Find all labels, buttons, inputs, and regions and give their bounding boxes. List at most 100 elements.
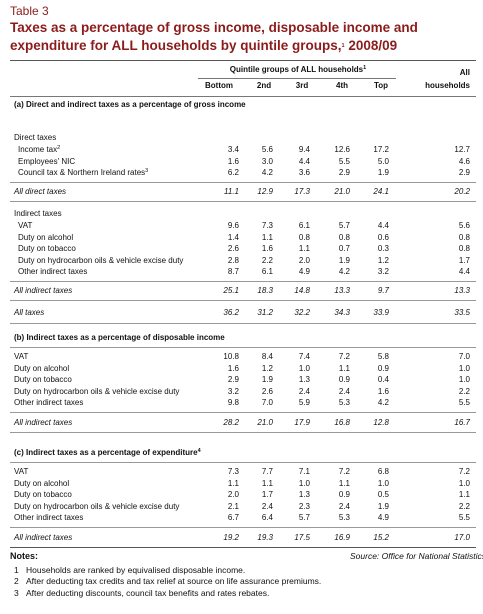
cell-text: 1.0 [458,363,470,373]
cell: 17.5 [190,532,310,544]
cell: 1.0 [350,478,470,490]
cell: 1.6 [269,386,389,398]
note-number-text: 1 [14,564,19,575]
cell: 5.9 [190,397,310,409]
cell-text: 21.0 [334,187,350,196]
column-header-text: Top [373,81,389,90]
cell-text: 9.4 [298,145,310,154]
cell: 5.7 [230,220,350,232]
cell: 1.1 [190,243,310,255]
table-title: expenditure for ALL households by quinti… [10,37,397,55]
cell: 5.5 [350,512,470,524]
row-label: Employees' NIC [18,156,75,168]
cell-text: 5.7 [298,513,310,522]
cell-text: 3.2 [227,386,239,396]
cell: 8.7 [119,266,239,278]
cell-text: 17.9 [294,417,310,427]
group-label-text: Direct taxes [14,133,57,142]
cell-text: 18.3 [257,286,273,295]
cell-text: 1.0 [377,478,389,488]
cell-text: 5.6 [261,145,273,154]
total-label: All taxes [14,307,44,319]
cell: 34.3 [230,307,350,319]
cell-text: 3.2 [377,267,389,276]
section-heading-text: (b) Indirect taxes as a percentage of di… [14,333,225,342]
cell: 19.2 [119,532,239,544]
cell: 10.8 [119,351,239,363]
cell: 7.3 [153,220,273,232]
cell: 2.6 [119,243,239,255]
cell-text: 2.9 [338,168,350,177]
cell: 7.0 [153,397,273,409]
cell: 3.4 [119,144,239,156]
table-title-text: expenditure for ALL households by quinti… [10,38,342,54]
note-number: 3 [14,587,19,600]
cell: 0.8 [190,232,310,244]
cell: 6.1 [190,220,310,232]
cell-text: 0.8 [458,232,470,242]
cell: 5.3 [230,397,350,409]
group-label: Indirect taxes [14,208,62,220]
cell-text: 2.0 [227,490,239,499]
cell: 0.6 [269,232,389,244]
cell-text: 33.5 [454,308,470,317]
cell: 0.4 [269,374,389,386]
row-label-text: Income tax [18,145,58,154]
total-label-text: All indirect taxes [14,286,73,295]
cell-text: 20.2 [454,187,470,196]
column-header-text: 3rd [295,81,309,90]
note-number-text: 3 [14,587,19,598]
cell: 0.8 [350,232,470,244]
source-text: Source: Office for National Statistics [350,550,483,561]
cell: 2.9 [119,374,239,386]
section-heading: (b) Indirect taxes as a percentage of di… [14,332,225,344]
cell-text: 19.2 [223,532,239,542]
cell-text: 5.9 [298,398,310,407]
cell-text: 7.0 [261,398,273,407]
cell-text: 5.5 [338,156,350,166]
row-label: Duty on tobacco [18,243,76,255]
cell-text: 12.8 [373,417,389,427]
cell-text: 4.2 [261,168,273,177]
cell-text: 1.0 [458,375,470,384]
table-title: Taxes as a percentage of gross income, d… [10,19,418,37]
cell: 36.2 [119,307,239,319]
cell-text: 16.7 [454,417,470,427]
cell: 1.6 [119,156,239,168]
cell: 4.9 [190,266,310,278]
cell-text: 1.0 [298,478,310,488]
cell-text: 1.1 [298,244,310,253]
note-number-text: 2 [14,576,19,587]
cell: 1.4 [119,232,239,244]
cell: 1.9 [153,374,273,386]
cell-text: 14.8 [294,286,310,295]
row-label: Council tax & Northern Ireland rates3 [18,167,148,179]
cell: 0.8 [350,243,470,255]
cell-text: 1.6 [227,363,239,373]
cell-text: 1.4 [227,232,239,242]
note-text-text: After deducting discounts, council tax b… [26,587,270,598]
total-label-text: All taxes [14,308,45,317]
footnote-mark: 1 [341,43,345,50]
section-heading: (c) Indirect taxes as a percentage of ex… [14,447,201,459]
title-year: 2008/09 [348,38,398,54]
rule [198,78,396,79]
cell-text: 4.4 [298,156,310,166]
cell: 17.9 [190,417,310,429]
cell: 1.2 [153,363,273,375]
cell: 21.0 [230,186,350,198]
cell: 33.5 [350,307,470,319]
cell-text: 9.6 [227,221,239,230]
cell: 2.2 [350,386,470,398]
cell: 16.7 [350,417,470,429]
cell-text: 7.2 [458,467,470,476]
cell: 0.9 [230,489,350,501]
cell: 0.9 [269,363,389,375]
group-label: Direct taxes [14,132,56,144]
cell: 32.2 [190,307,310,319]
cell: 0.7 [230,243,350,255]
cell-text: 25.1 [223,286,239,295]
cell: 5.6 [153,144,273,156]
cell: 7.2 [230,466,350,478]
cell-text: 12.7 [454,145,470,154]
